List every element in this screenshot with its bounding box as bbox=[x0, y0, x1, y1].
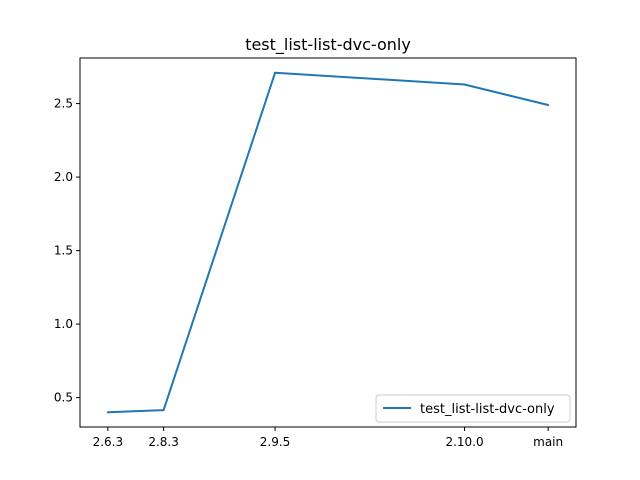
data-point bbox=[547, 104, 550, 107]
y-tick-label: 2.5 bbox=[54, 97, 73, 111]
y-tick-label: 1.5 bbox=[54, 244, 73, 258]
data-point bbox=[274, 71, 277, 74]
y-tick-label: 0.5 bbox=[54, 391, 73, 405]
plot-area-frame bbox=[79, 57, 577, 428]
x-axis: 2.6.3 2.8.3 2.9.5 2.10.0 main bbox=[93, 427, 563, 449]
y-axis: 0.5 1.0 1.5 2.0 2.5 bbox=[54, 97, 80, 405]
x-tick-label: 2.9.5 bbox=[260, 435, 291, 449]
x-tick-label: main bbox=[533, 435, 563, 449]
x-tick-label: 2.6.3 bbox=[93, 435, 124, 449]
chart-title: test_list-list-dvc-only bbox=[245, 35, 411, 55]
y-tick-label: 1.0 bbox=[54, 317, 73, 331]
legend: test_list-list-dvc-only bbox=[375, 394, 571, 423]
legend-box bbox=[375, 394, 571, 423]
legend-label: test_list-list-dvc-only bbox=[420, 402, 555, 417]
data-point bbox=[106, 411, 109, 414]
y-tick-label: 2.0 bbox=[54, 170, 73, 184]
data-point bbox=[162, 409, 165, 412]
data-point bbox=[463, 83, 466, 86]
series-group bbox=[106, 71, 550, 414]
x-tick-label: 2.8.3 bbox=[148, 435, 179, 449]
x-tick-label: 2.10.0 bbox=[445, 435, 483, 449]
